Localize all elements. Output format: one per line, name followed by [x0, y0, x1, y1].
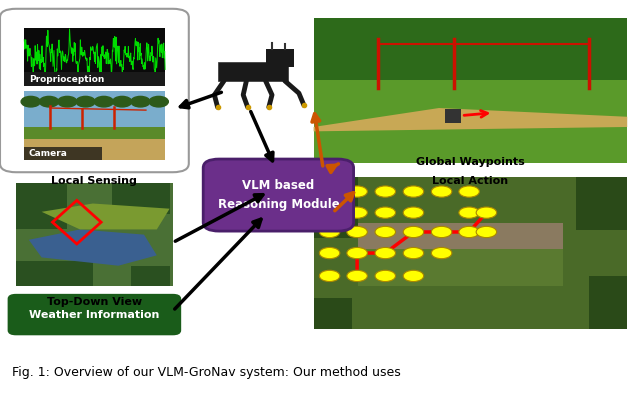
Circle shape [149, 97, 168, 107]
Text: Weather Information: Weather Information [29, 309, 159, 320]
Bar [314, 124, 627, 164]
Text: Proprioception: Proprioception [29, 75, 104, 84]
Circle shape [347, 186, 367, 197]
Circle shape [375, 207, 396, 218]
Circle shape [476, 226, 497, 238]
Bar [358, 248, 563, 286]
Bar [218, 61, 288, 81]
Circle shape [319, 207, 340, 218]
Circle shape [113, 97, 132, 107]
Circle shape [403, 247, 424, 259]
FancyBboxPatch shape [8, 295, 180, 335]
Circle shape [76, 97, 95, 107]
Polygon shape [314, 108, 627, 131]
Circle shape [21, 97, 40, 107]
FancyBboxPatch shape [0, 9, 189, 172]
Circle shape [431, 226, 452, 238]
Bar [314, 299, 352, 328]
Polygon shape [42, 204, 170, 229]
Circle shape [94, 97, 113, 107]
Circle shape [319, 270, 340, 282]
Bar [16, 183, 173, 286]
Circle shape [319, 247, 340, 259]
Circle shape [347, 247, 367, 259]
Circle shape [375, 186, 396, 197]
Bar [112, 183, 170, 214]
Bar [24, 28, 165, 86]
Circle shape [403, 270, 424, 282]
Circle shape [347, 270, 367, 282]
Text: VLM based
Reasoning Module: VLM based Reasoning Module [218, 179, 339, 211]
Polygon shape [29, 229, 157, 266]
Circle shape [431, 186, 452, 197]
Bar [358, 223, 563, 286]
FancyBboxPatch shape [204, 159, 354, 231]
Bar [445, 109, 461, 122]
Circle shape [403, 226, 424, 238]
Bar [24, 147, 102, 160]
Bar [314, 17, 627, 83]
Text: Fig. 1: Overview of our VLM-GroNav system: Our method uses: Fig. 1: Overview of our VLM-GroNav syste… [12, 366, 400, 379]
Bar [266, 48, 294, 67]
Text: Top-Down View: Top-Down View [47, 297, 142, 307]
Text: Camera: Camera [29, 149, 68, 158]
Bar [576, 177, 627, 230]
Text: Global Waypoints: Global Waypoints [416, 157, 525, 167]
Bar [131, 266, 170, 286]
Circle shape [476, 207, 497, 218]
Bar [24, 127, 165, 141]
Bar [589, 276, 627, 328]
Circle shape [375, 247, 396, 259]
Text: Local Sensing: Local Sensing [51, 176, 138, 186]
Bar [314, 177, 358, 238]
Text: Local Action: Local Action [433, 176, 508, 186]
Circle shape [375, 270, 396, 282]
Bar [24, 139, 165, 160]
Circle shape [319, 186, 340, 197]
Circle shape [403, 207, 424, 218]
Circle shape [431, 247, 452, 259]
Circle shape [131, 97, 150, 107]
Circle shape [459, 226, 479, 238]
Circle shape [403, 186, 424, 197]
Circle shape [319, 226, 340, 238]
Circle shape [40, 97, 59, 107]
Circle shape [459, 186, 479, 197]
Circle shape [347, 207, 367, 218]
Bar [314, 80, 627, 127]
Bar [16, 261, 93, 286]
Circle shape [375, 226, 396, 238]
Circle shape [58, 97, 77, 107]
Bar [314, 177, 627, 328]
Circle shape [347, 226, 367, 238]
Bar [16, 183, 67, 229]
Bar [24, 91, 165, 129]
Circle shape [459, 207, 479, 218]
Bar [24, 72, 165, 86]
